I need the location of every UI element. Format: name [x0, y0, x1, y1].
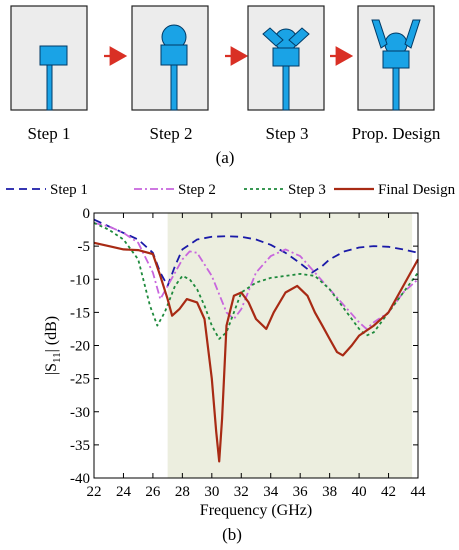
- x-tick-label-8: 38: [322, 484, 337, 500]
- x-tick-label-2: 26: [145, 484, 161, 500]
- y-tick-label-0: 0: [83, 206, 91, 222]
- x-axis-title: Frequency (GHz): [200, 502, 312, 519]
- step2-antenna: [131, 5, 209, 111]
- y-tick-label-6: -30: [70, 405, 90, 421]
- x-tick-label-0: 22: [87, 484, 102, 500]
- legend-label-4: Final Design: [378, 182, 456, 198]
- y-tick-label-8: -40: [70, 471, 90, 487]
- y-axis-title-sub: 11: [51, 352, 63, 363]
- design-steps-diagram: [10, 5, 435, 111]
- x-tick-label-3: 28: [175, 484, 190, 500]
- y-tick-label-1: -5: [78, 239, 91, 255]
- series-line-2: [93, 222, 419, 330]
- x-tick-label-10: 42: [381, 484, 396, 500]
- x-tick-label-11: 44: [411, 484, 427, 500]
- caption-b: (b): [222, 525, 242, 544]
- step3-antenna: [247, 5, 325, 111]
- y-tick-label-2: -10: [70, 272, 90, 288]
- y-tick-label-5: -25: [70, 372, 90, 388]
- step-label-1: Step 1: [27, 124, 71, 143]
- caption-a: (a): [215, 148, 235, 167]
- x-tick-label-4: 30: [204, 484, 219, 500]
- y-axis-title: |S11| (dB): [43, 316, 63, 375]
- y-axis-title-main: |S: [43, 363, 60, 375]
- x-tick-label-6: 34: [263, 484, 279, 500]
- shaded-band: [167, 213, 413, 478]
- legend-label-3: Step 3: [288, 182, 326, 198]
- step1-antenna: [10, 5, 88, 111]
- step-label-proposed: Prop. Design: [351, 124, 441, 143]
- y-tick-label-3: -15: [70, 305, 90, 321]
- s11-chart: 22 24 26 28 30 32 34 36 38 40 42 44 0 -5 -10 -15 -20 -25 -…: [6, 182, 456, 519]
- series-line-4: [93, 241, 419, 463]
- y-axis-title-tail: | (dB): [43, 316, 60, 353]
- step-label-3: Step 3: [265, 124, 309, 143]
- x-tick-label-7: 36: [293, 484, 309, 500]
- legend-label-2: Step 2: [178, 182, 216, 198]
- y-tick-label-4: -20: [70, 339, 90, 355]
- step-label-2: Step 2: [149, 124, 193, 143]
- proposed-design-antenna: [357, 5, 435, 111]
- x-tick-label-9: 40: [352, 484, 367, 500]
- x-tick-label-1: 24: [116, 484, 132, 500]
- y-tick-label-7: -35: [70, 438, 90, 454]
- legend-label-1: Step 1: [50, 182, 88, 198]
- x-tick-label-5: 32: [234, 484, 249, 500]
